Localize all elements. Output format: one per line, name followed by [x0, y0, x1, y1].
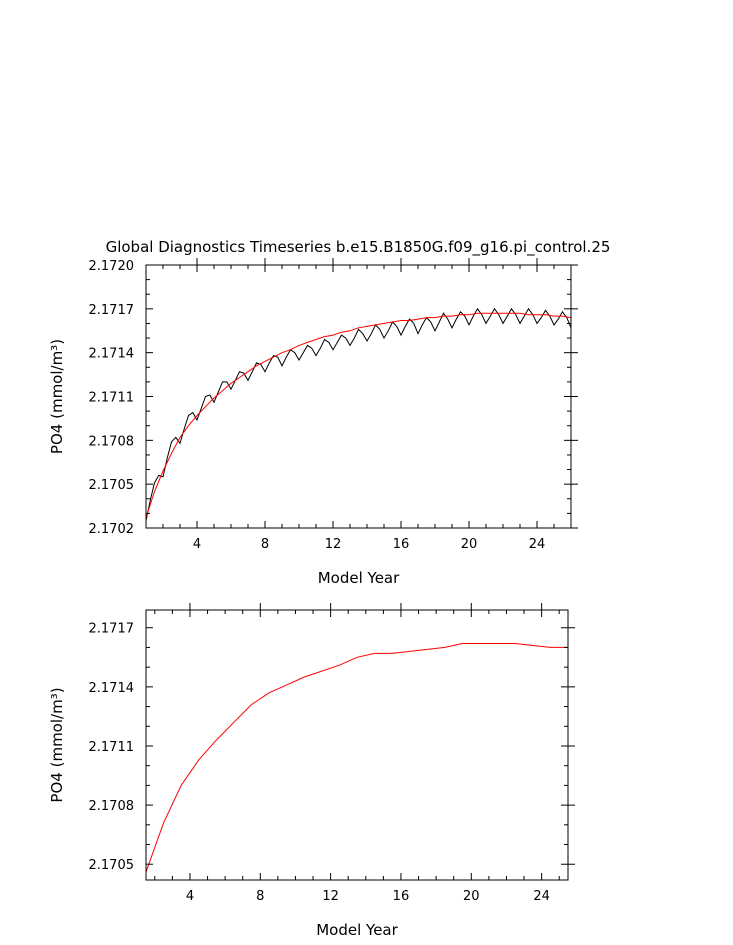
x-tick-label: 8 — [256, 889, 264, 904]
bottom-y-axis-title: PO4 (mmol/m³) — [48, 687, 66, 802]
series-line-annual-mean — [145, 643, 568, 873]
x-tick-label: 20 — [463, 889, 480, 904]
figure-title: Global Diagnostics Timeseries b.e15.B185… — [106, 238, 611, 257]
x-tick-label: 20 — [461, 537, 478, 552]
bottom-panel: 4 8 12 16 20 24 2.1705 2.1708 2.1711 2.1714 2.1717… — [48, 603, 575, 939]
y-tick-label: 2.1714 — [89, 347, 135, 362]
bottom-plot-frame — [145, 609, 569, 881]
y-tick-label: 2.1717 — [89, 303, 135, 318]
y-tick-label: 2.1702 — [89, 522, 135, 537]
y-tick-label: 2.1708 — [89, 434, 135, 449]
x-tick-label: 16 — [393, 537, 410, 552]
x-tick-label: 12 — [325, 537, 342, 552]
series-line-raw-monthly — [145, 307, 572, 521]
top-plot-frame — [145, 264, 572, 529]
y-tick-label: 2.1705 — [89, 478, 135, 493]
series-line-smoothed — [145, 312, 572, 518]
bottom-x-axis-title: Model Year — [316, 921, 398, 939]
y-tick-label: 2.1711 — [89, 391, 135, 406]
top-plot-lines — [145, 307, 572, 521]
y-tick-label: 2.1720 — [89, 259, 135, 274]
y-tick-label: 2.1711 — [89, 740, 135, 755]
top-axis-ticks — [145, 258, 578, 529]
x-tick-label: 8 — [261, 537, 269, 552]
x-tick-label: 12 — [322, 889, 339, 904]
bottom-plot-lines — [145, 643, 568, 873]
top-y-axis-title: PO4 (mmol/m³) — [48, 339, 66, 454]
x-tick-label: 4 — [186, 889, 194, 904]
bottom-tick-labels: 4 8 12 16 20 24 2.1705 2.1708 2.1711 2.1714 2.1717 — [89, 622, 550, 904]
top-x-axis-title: Model Year — [318, 569, 400, 587]
x-tick-label: 24 — [533, 889, 550, 904]
top-panel: 4 8 12 16 20 24 2.1702 2.1705 2.1708 2.1711 2.1714… — [48, 258, 578, 587]
x-tick-label: 4 — [193, 537, 201, 552]
y-tick-label: 2.1717 — [89, 622, 135, 637]
x-tick-label: 16 — [393, 889, 410, 904]
y-tick-label: 2.1714 — [89, 681, 135, 696]
bottom-axis-ticks — [146, 603, 575, 880]
top-tick-labels: 4 8 12 16 20 24 2.1702 2.1705 2.1708 2.1711 2.1714… — [89, 259, 546, 552]
x-tick-label: 24 — [529, 537, 546, 552]
y-tick-label: 2.1708 — [89, 799, 135, 814]
y-tick-label: 2.1705 — [89, 858, 135, 873]
